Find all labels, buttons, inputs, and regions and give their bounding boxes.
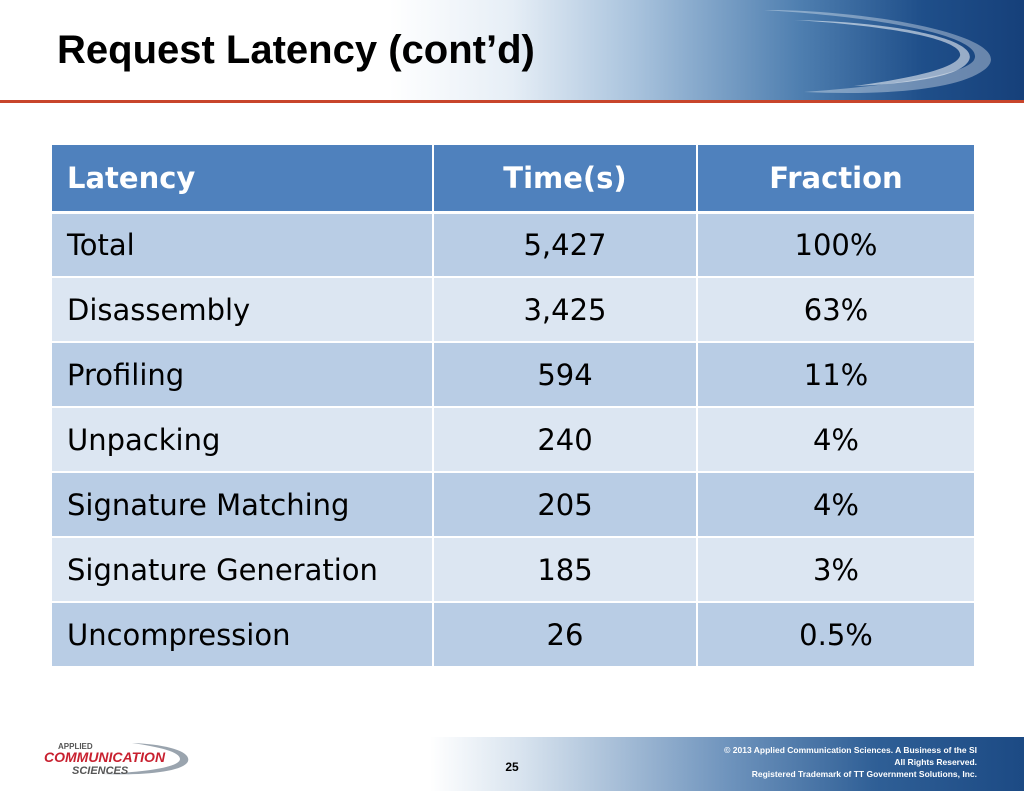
fraction-cell: 4% [697, 472, 976, 538]
column-header-time: Time(s) [433, 145, 698, 214]
table-row: Signature Generation 185 3% [52, 537, 976, 603]
copyright-line: © 2013 Applied Communication Sciences. A… [724, 745, 977, 755]
column-header-latency: Latency [52, 145, 434, 214]
latency-cell: Uncompression [52, 602, 434, 668]
time-cell: 205 [433, 472, 698, 538]
fraction-cell: 3% [697, 537, 976, 603]
fraction-cell: 100% [697, 212, 976, 278]
time-cell: 26 [433, 602, 698, 668]
logo-text-communication: COMMUNICATION [44, 749, 166, 765]
footer-band [430, 737, 1024, 791]
fraction-cell: 11% [697, 342, 976, 408]
slide-title: Request Latency (cont’d) [57, 28, 535, 72]
time-cell: 3,425 [433, 277, 698, 343]
header-band [0, 0, 1024, 100]
column-header-fraction: Fraction [697, 145, 976, 214]
fraction-cell: 0.5% [697, 602, 976, 668]
page-number: 25 [505, 760, 519, 774]
logo-text-sciences: SCIENCES [72, 765, 129, 777]
latency-cell: Signature Matching [52, 472, 434, 538]
latency-table: Latency Time(s) Fraction Total 5,427 100… [52, 145, 976, 668]
latency-cell: Total [52, 212, 434, 278]
copyright-notice: © 2013 Applied Communication Sciences. A… [724, 744, 977, 780]
logo-text-applied: APPLIED [58, 742, 93, 751]
time-cell: 185 [433, 537, 698, 603]
latency-cell: Unpacking [52, 407, 434, 473]
table-row: Unpacking 240 4% [52, 407, 976, 473]
table-row: Uncompression 26 0.5% [52, 602, 976, 668]
table-row: Signature Matching 205 4% [52, 472, 976, 538]
fraction-cell: 4% [697, 407, 976, 473]
latency-cell: Disassembly [52, 277, 434, 343]
time-cell: 594 [433, 342, 698, 408]
latency-cell: Profiling [52, 342, 434, 408]
table-row: Profiling 594 11% [52, 342, 976, 408]
time-cell: 5,427 [433, 212, 698, 278]
swoosh-graphic [764, 10, 991, 93]
company-logo: APPLIED COMMUNICATION SCIENCES [44, 742, 189, 777]
table-header-row: Latency Time(s) Fraction [52, 145, 976, 214]
latency-cell: Signature Generation [52, 537, 434, 603]
time-cell: 240 [433, 407, 698, 473]
copyright-line: Registered Trademark of TT Government So… [751, 769, 977, 779]
title-divider [0, 100, 1024, 103]
fraction-cell: 63% [697, 277, 976, 343]
copyright-line: All Rights Reserved. [894, 757, 977, 767]
table-row: Disassembly 3,425 63% [52, 277, 976, 343]
table-row: Total 5,427 100% [52, 212, 976, 278]
